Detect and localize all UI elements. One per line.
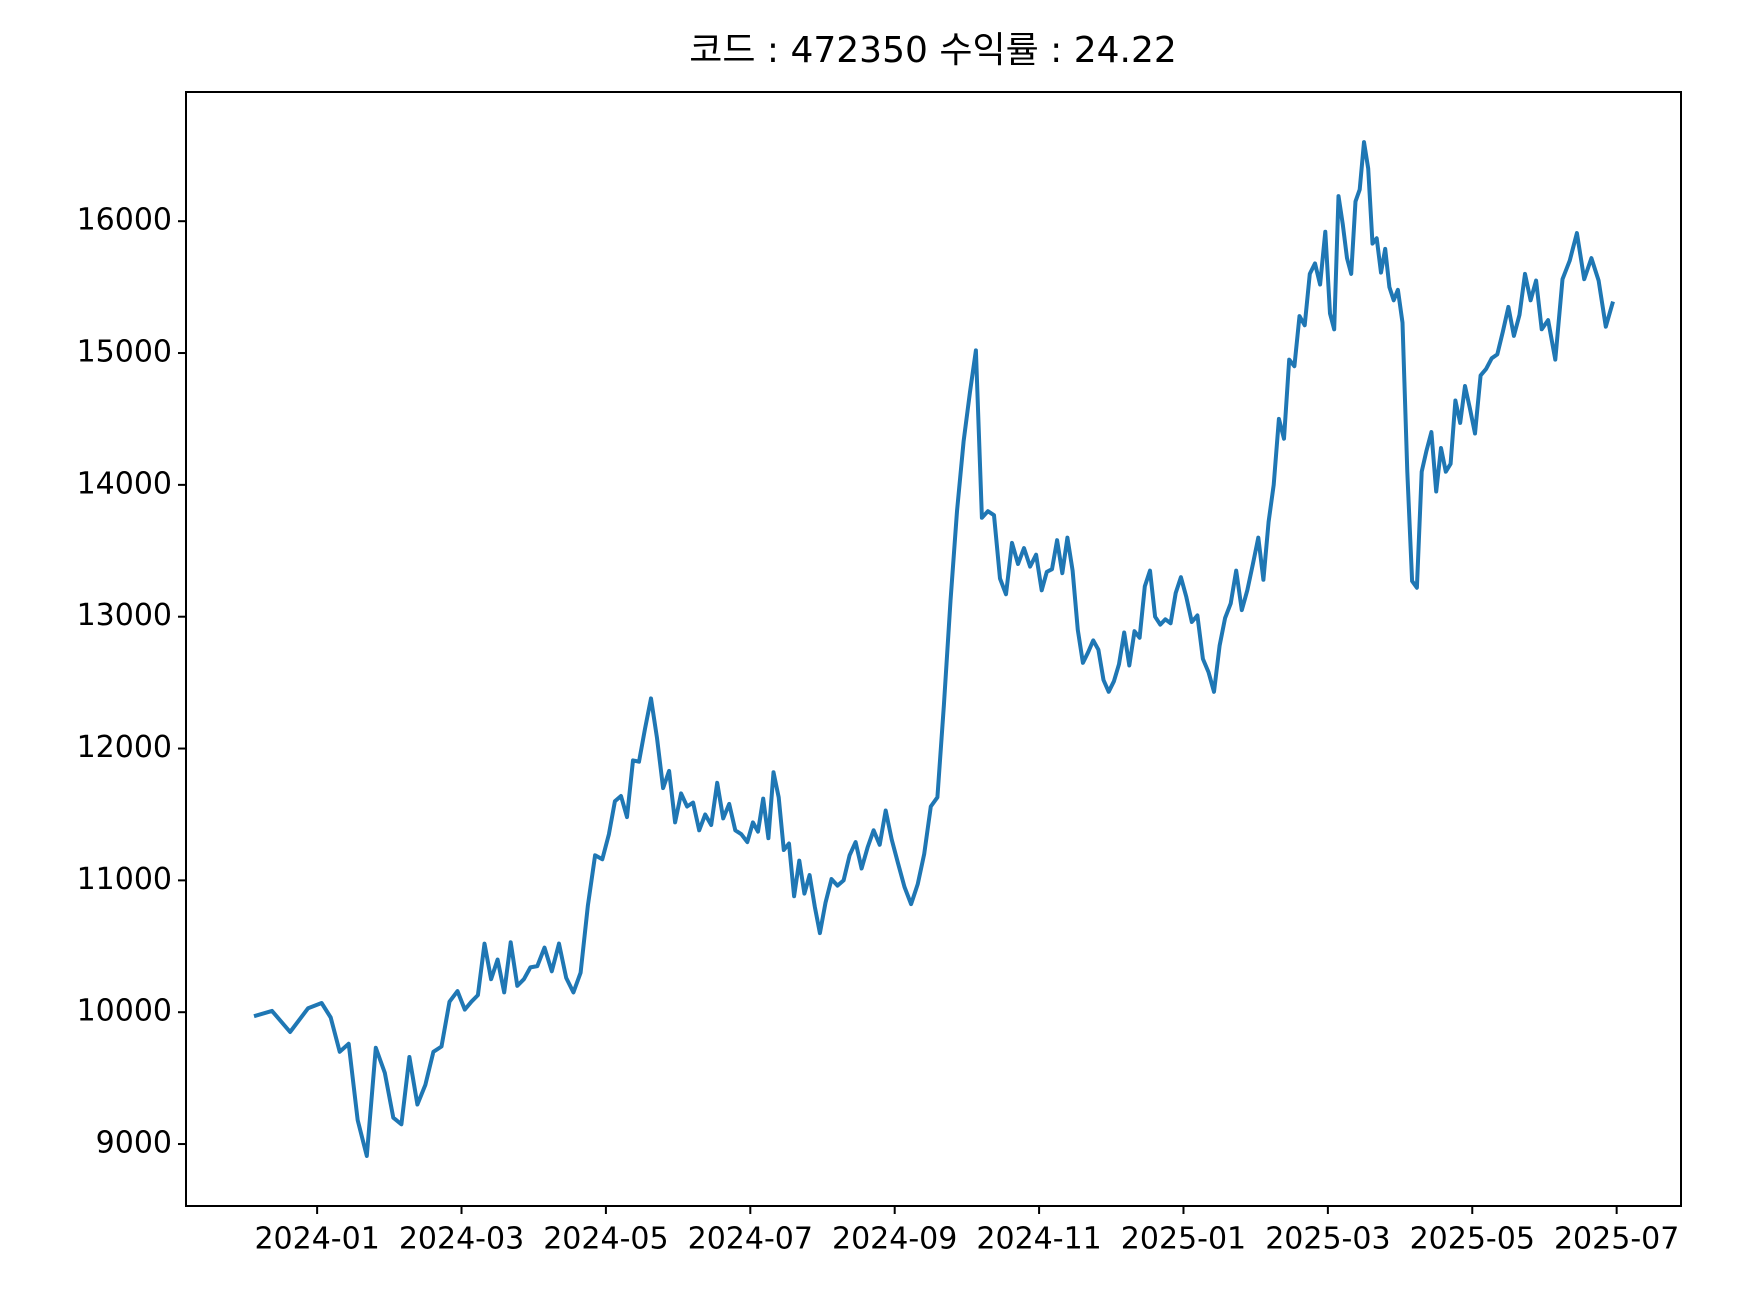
chart-title: 코드 : 472350 수익률 : 24.22 <box>689 30 1177 71</box>
y-tick-label: 16000 <box>77 203 172 238</box>
x-tick-label: 2025-03 <box>1265 1222 1390 1257</box>
x-tick-label: 2024-09 <box>832 1222 957 1257</box>
x-tick-label: 2025-01 <box>1121 1222 1246 1257</box>
y-tick-label: 11000 <box>77 862 172 897</box>
y-tick-label: 14000 <box>77 466 172 501</box>
x-tick-label: 2024-11 <box>976 1222 1101 1257</box>
plot-frame <box>185 91 1682 1207</box>
y-tick-label: 9000 <box>96 1126 172 1161</box>
x-tick-label: 2024-07 <box>688 1222 813 1257</box>
y-tick-label: 12000 <box>77 730 172 765</box>
x-tick-label: 2024-01 <box>254 1222 379 1257</box>
x-tick-label: 2025-05 <box>1410 1222 1535 1257</box>
x-tick-label: 2024-03 <box>399 1222 524 1257</box>
y-tick-label: 13000 <box>77 598 172 633</box>
x-tick-label: 2025-07 <box>1554 1222 1679 1257</box>
y-tick-label: 10000 <box>77 994 172 1029</box>
price-line <box>253 140 1615 1158</box>
y-tick-label: 15000 <box>77 335 172 370</box>
x-tick-label: 2024-05 <box>543 1222 668 1257</box>
